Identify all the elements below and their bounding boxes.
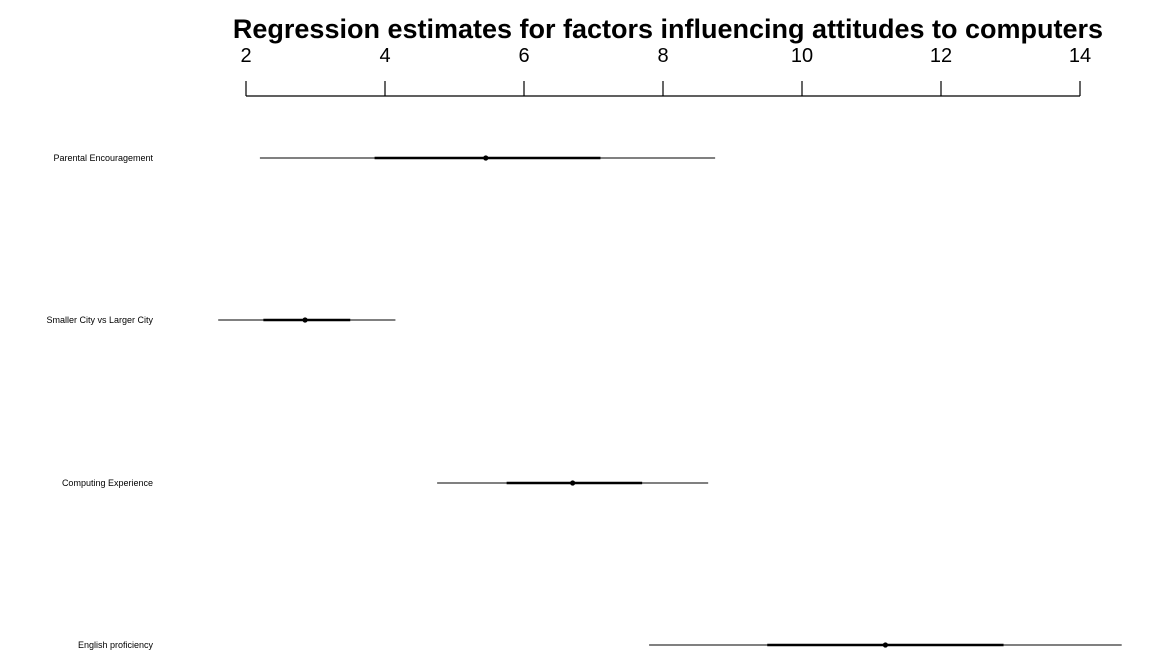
x-tick-label: 12 [930,45,952,67]
point-estimate [483,155,489,161]
coefficient-row: English proficiency [78,640,1122,650]
row-label: Computing Experience [62,478,153,488]
coefficient-row: Parental Encouragement [53,153,716,163]
point-estimate [302,317,308,323]
x-axis: 2 4 6 8 10 12 14 [240,45,1091,97]
point-estimate [570,480,576,486]
x-tick-label: 8 [657,45,668,67]
point-estimate [882,642,889,648]
x-tick-label: 14 [1069,45,1091,67]
x-tick-label: 10 [791,45,813,67]
row-label: Smaller City vs Larger City [46,315,153,325]
row-label: English proficiency [78,640,154,650]
coefficient-rows: Parental Encouragement Smaller City vs La… [46,153,1122,650]
row-label: Parental Encouragement [53,153,153,163]
x-tick-label: 2 [240,45,251,67]
coefficient-row: Smaller City vs Larger City [46,315,396,325]
x-tick-label: 6 [518,45,529,67]
x-tick-label: 4 [379,45,390,67]
chart-title: Regression estimates for factors influen… [233,14,1103,44]
coefficient-row: Computing Experience [62,478,709,488]
